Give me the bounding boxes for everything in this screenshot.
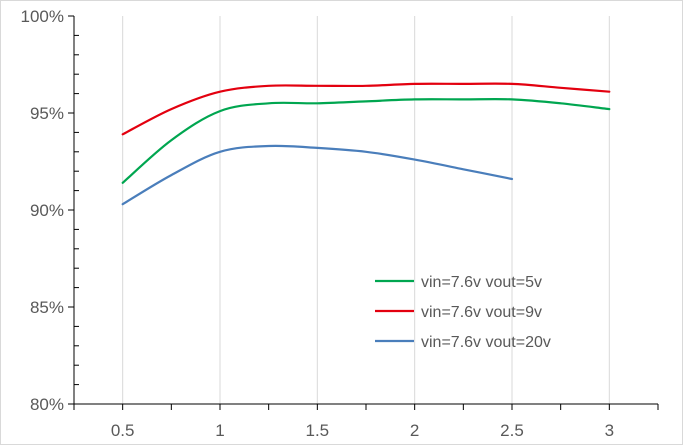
x-tick-label: 3 [605,421,614,440]
y-tick-label: 90% [30,201,64,220]
series-line-2 [121,144,514,206]
y-tick-label: 95% [30,104,64,123]
x-tick-label: 1.5 [306,421,330,440]
y-tick-label: 100% [21,7,64,26]
x-tick-label: 2.5 [500,421,524,440]
series-line-0 [121,98,611,184]
x-tick-label: 0.5 [111,421,135,440]
x-tick-label: 1 [215,421,224,440]
legend-label-1: vin=7.6v vout=9v [421,304,542,321]
y-tick-label: 85% [30,298,64,317]
legend-label-2: vin=7.6v vout=20v [421,334,551,351]
x-tick-label: 2 [410,421,419,440]
y-tick-label: 80% [30,395,64,414]
legend-label-0: vin=7.6v vout=5v [421,274,542,291]
series-line-1 [121,82,611,136]
